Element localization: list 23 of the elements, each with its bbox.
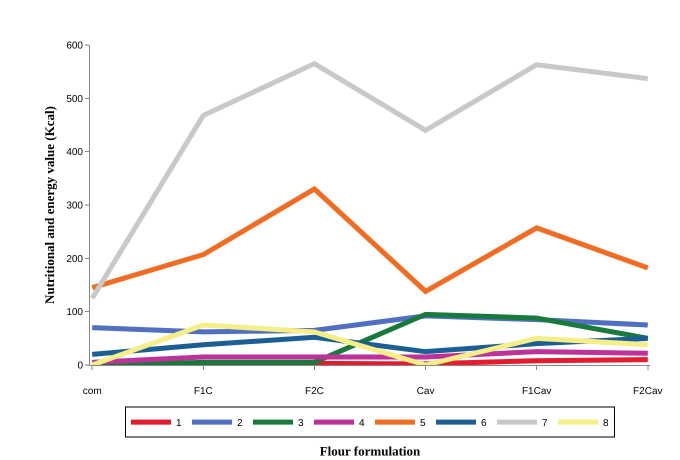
legend-label: 1 xyxy=(176,418,182,429)
x-tick-label: F2C xyxy=(304,386,324,397)
x-tick-label: F2Cav xyxy=(633,386,663,397)
x-tick-label: com xyxy=(82,386,102,397)
legend-label: 5 xyxy=(420,418,426,429)
y-tick-label: 0 xyxy=(77,360,84,372)
y-tick-label: 500 xyxy=(66,94,84,105)
legend-label: 6 xyxy=(481,418,487,429)
y-tick-label: 300 xyxy=(66,200,84,212)
legend-label: 3 xyxy=(298,418,304,429)
x-tick-label: F1C xyxy=(194,386,213,397)
y-axis-title: Nutritional and energy value (Kcal) xyxy=(42,106,57,304)
legend-label: 2 xyxy=(237,418,243,429)
y-tick-label: 600 xyxy=(66,40,84,52)
legend-label: 4 xyxy=(359,418,365,429)
y-tick-label: 100 xyxy=(66,307,84,318)
x-tick-label: Cav xyxy=(416,386,434,397)
legend-label: 8 xyxy=(603,418,609,429)
y-tick-label: 200 xyxy=(66,254,84,265)
x-tick-label: F1Cav xyxy=(522,386,552,397)
legend-label: 7 xyxy=(542,418,548,429)
y-tick-label: 400 xyxy=(66,147,84,158)
x-axis-title: Flour formulation xyxy=(320,444,422,459)
